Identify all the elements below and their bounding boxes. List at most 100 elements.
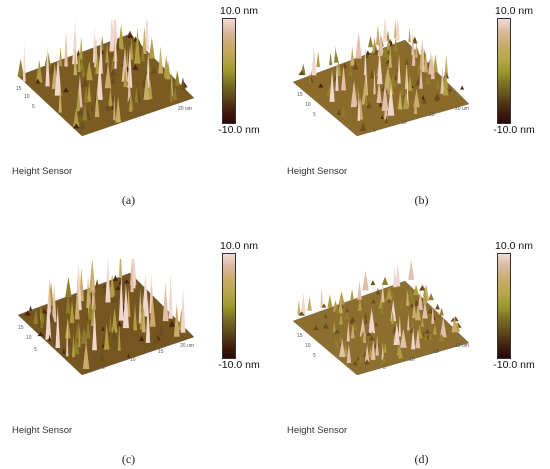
surface-spike: [421, 97, 427, 104]
svg-text:10: 10: [409, 357, 415, 363]
surface-spike: [386, 34, 390, 53]
surface-spike: [51, 283, 57, 323]
surface-spike: [127, 70, 132, 103]
surface-spike: [417, 62, 420, 75]
surface-spike: [439, 316, 447, 338]
surface-spike: [413, 299, 420, 307]
surface-spike: [350, 46, 355, 66]
surface-spike: [105, 43, 109, 63]
surface-spike: [63, 87, 70, 93]
surface-spike: [390, 73, 397, 87]
surface-spike: [102, 284, 107, 295]
surface-spike: [428, 332, 434, 341]
svg-text:5: 5: [313, 353, 316, 359]
surface-spike: [29, 305, 33, 311]
surface-spike: [365, 50, 370, 55]
surface-spike: [141, 77, 147, 87]
surface-spike: [37, 314, 42, 328]
surface-spike: [145, 299, 151, 343]
surface-spike: [72, 123, 80, 129]
surface-spike: [65, 276, 72, 298]
height-sensor-label: Height Sensor: [12, 166, 73, 177]
surface-spike: [341, 65, 347, 91]
surface-spike: [413, 284, 419, 296]
surface-spike: [170, 85, 173, 103]
surface-spike: [393, 322, 401, 345]
surface-spike: [114, 29, 117, 69]
svg-text:5: 5: [34, 347, 37, 353]
surface-spike: [115, 37, 120, 51]
surface-spike: [432, 323, 437, 335]
surface-spike: [62, 348, 66, 354]
surface-spike: [69, 300, 75, 324]
surface-spike: [165, 59, 171, 80]
svg-text:5: 5: [32, 104, 35, 110]
surface-spike: [82, 341, 90, 369]
svg-text:15: 15: [429, 112, 435, 118]
panel-c: 5 10 15 20 um 15 10 5 10.0 nm -10.0 nm Heigh…: [0, 235, 275, 469]
surface-spike: [369, 69, 374, 79]
surface-spike: [109, 274, 116, 298]
surface-spike: [45, 44, 50, 87]
surface-spike: [144, 69, 148, 78]
surface-spike: [335, 61, 339, 91]
surface-spike: [173, 303, 180, 337]
surface-spike: [110, 294, 118, 303]
svg-text:15: 15: [433, 349, 439, 355]
surface-spike: [168, 273, 173, 319]
surface-spike: [81, 75, 89, 88]
surface-spike: [35, 78, 39, 84]
svg-text:5: 5: [373, 128, 376, 134]
surface-spike: [71, 333, 76, 358]
surface-spike: [417, 290, 423, 310]
surface-spike: [108, 314, 112, 332]
surface-spike: [111, 307, 118, 333]
surface-spike: [126, 48, 129, 69]
surface-spike: [440, 67, 445, 94]
surface-spike: [153, 333, 160, 344]
panel-d: 5 10 15 20 um 15 10 5 10.0 nm -10.0 nm Heigh…: [275, 235, 550, 469]
surface-spike: [365, 331, 373, 336]
surface-spike: [129, 38, 134, 60]
surface-spike: [78, 325, 81, 348]
surface-spike: [85, 319, 91, 339]
surface-spike: [104, 61, 112, 89]
surface-spike: [460, 85, 465, 90]
surface-spike: [381, 83, 389, 111]
surface-spike: [366, 102, 373, 109]
surface-spike: [375, 335, 379, 356]
surface-spike: [380, 114, 384, 120]
svg-text:20 um: 20 um: [178, 106, 192, 112]
surface-spike: [117, 320, 122, 327]
surface-spike: [364, 52, 369, 59]
surface-spike: [370, 339, 376, 360]
surface-spike: [121, 47, 129, 82]
surface-spike: [379, 303, 384, 314]
surface-spike: [173, 86, 178, 101]
surface-spike: [397, 54, 401, 84]
svg-text:10: 10: [305, 102, 311, 108]
surface-spike: [357, 90, 361, 121]
svg-text:15: 15: [16, 86, 22, 92]
surface-spike: [405, 289, 410, 306]
surface-spike: [393, 38, 398, 52]
surface-spike: [404, 58, 409, 66]
surface-spike: [72, 107, 80, 127]
surface-spike: [323, 313, 328, 319]
surface-spike: [298, 311, 305, 316]
surface-spike: [350, 323, 355, 339]
colorbar-max-label: 10.0 nm: [495, 240, 533, 252]
surface-spike: [407, 75, 413, 91]
surface-spike: [377, 52, 383, 85]
colorbar-min-label: -10.0 nm: [218, 124, 260, 136]
surface-spike: [108, 86, 113, 107]
colorbar-max-label: 10.0 nm: [220, 240, 258, 252]
surface-spike: [341, 105, 346, 117]
surface-spike: [407, 312, 410, 331]
surface-spike: [370, 330, 375, 338]
surface-spike: [385, 115, 388, 124]
surface-spike: [134, 86, 139, 103]
svg-text:5: 5: [102, 365, 105, 371]
surface-spike: [428, 293, 434, 301]
svg-text:20 um: 20 um: [455, 343, 469, 349]
